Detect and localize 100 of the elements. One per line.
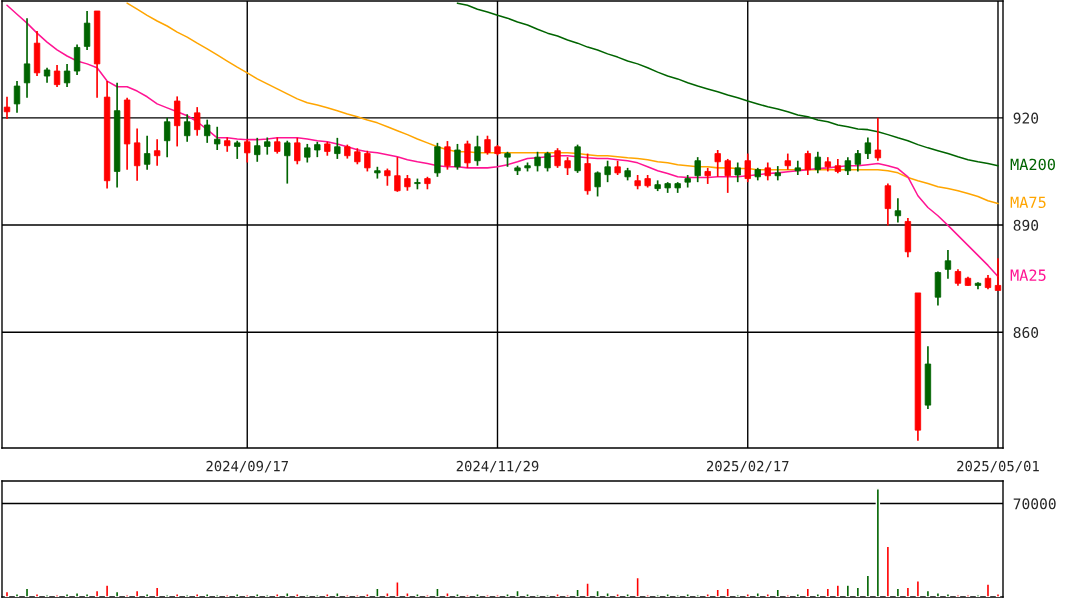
bar	[705, 593, 710, 597]
bar	[885, 545, 891, 597]
candlestick	[814, 150, 821, 175]
bar	[775, 588, 780, 597]
bar	[685, 593, 690, 597]
bar	[385, 592, 390, 597]
candlestick	[944, 249, 952, 280]
candlestick	[574, 143, 581, 174]
candlestick	[63, 63, 71, 88]
bar	[535, 594, 540, 597]
candlestick	[204, 118, 211, 144]
x-tick-label: 2024/11/29	[456, 460, 539, 473]
bar	[895, 587, 901, 597]
line-series	[456, 2, 999, 167]
candlestick	[83, 10, 91, 51]
bar	[315, 594, 320, 597]
series-label: MA25	[1010, 269, 1046, 281]
bar	[925, 589, 931, 597]
bar	[435, 587, 440, 597]
candlestick	[474, 134, 481, 167]
bar	[645, 594, 650, 597]
bar	[555, 593, 560, 597]
bar	[84, 593, 90, 597]
bar	[134, 589, 140, 597]
x-tick-label: 2025/05/01	[957, 460, 1039, 473]
candlestick	[534, 150, 541, 173]
bar	[795, 593, 800, 597]
bar	[715, 588, 720, 597]
bar	[335, 592, 340, 597]
bar	[565, 594, 570, 597]
candlestick	[464, 139, 471, 169]
bar	[605, 592, 610, 597]
bar	[635, 576, 640, 597]
bar	[124, 594, 130, 597]
bar	[865, 574, 871, 597]
candlestick	[994, 257, 1002, 292]
bar	[745, 593, 750, 597]
bar	[215, 594, 220, 597]
bar	[225, 594, 230, 597]
bar	[935, 592, 941, 597]
bar	[14, 593, 20, 597]
candlestick	[604, 159, 611, 183]
bar	[415, 593, 420, 597]
bar	[355, 594, 360, 597]
candlestick	[444, 140, 451, 171]
bar	[345, 594, 350, 597]
bar	[735, 594, 740, 597]
candlestick	[294, 137, 301, 166]
candlestick	[544, 150, 551, 173]
bar	[405, 592, 410, 597]
bar	[285, 592, 290, 597]
bar	[595, 589, 600, 597]
bar	[104, 584, 110, 597]
candlestick	[153, 138, 161, 167]
candlestick	[744, 152, 751, 183]
candlestick	[454, 143, 461, 171]
candlestick	[53, 64, 61, 88]
bar	[375, 587, 380, 597]
bar	[164, 594, 170, 597]
series-label: MA200	[1010, 158, 1056, 171]
bar	[205, 593, 210, 597]
bar	[655, 594, 660, 597]
candlestick	[214, 125, 221, 151]
candlestick	[334, 137, 341, 160]
bar	[845, 584, 851, 597]
bar	[955, 594, 961, 597]
candlestick	[133, 127, 141, 182]
bar	[445, 592, 450, 597]
bar	[525, 593, 530, 597]
bar	[465, 594, 470, 597]
bar	[995, 593, 1001, 597]
bar	[265, 594, 270, 597]
bar	[255, 593, 260, 597]
bar	[4, 590, 10, 597]
bar	[915, 580, 921, 597]
bar	[295, 593, 300, 597]
bar	[545, 594, 550, 597]
bar	[965, 594, 971, 597]
candlestick	[854, 149, 862, 173]
bar	[985, 583, 991, 597]
line-series	[6, 4, 999, 278]
candlestick	[724, 158, 731, 194]
bar	[74, 592, 80, 597]
bar	[54, 594, 60, 597]
x-tick-label: 2025/02/17	[706, 460, 789, 473]
candlestick	[194, 106, 201, 137]
candlestick	[304, 143, 311, 164]
line-series	[126, 2, 999, 205]
bar	[485, 594, 490, 597]
candlestick	[73, 43, 81, 76]
bar	[835, 584, 841, 597]
candlestick	[364, 149, 371, 173]
candlestick	[394, 156, 401, 193]
bar	[615, 593, 620, 597]
candlestick	[244, 138, 251, 164]
bar	[825, 587, 831, 597]
candlestick	[804, 149, 811, 176]
candlestick	[284, 139, 291, 185]
candlestick	[143, 134, 151, 171]
bar	[184, 594, 190, 597]
